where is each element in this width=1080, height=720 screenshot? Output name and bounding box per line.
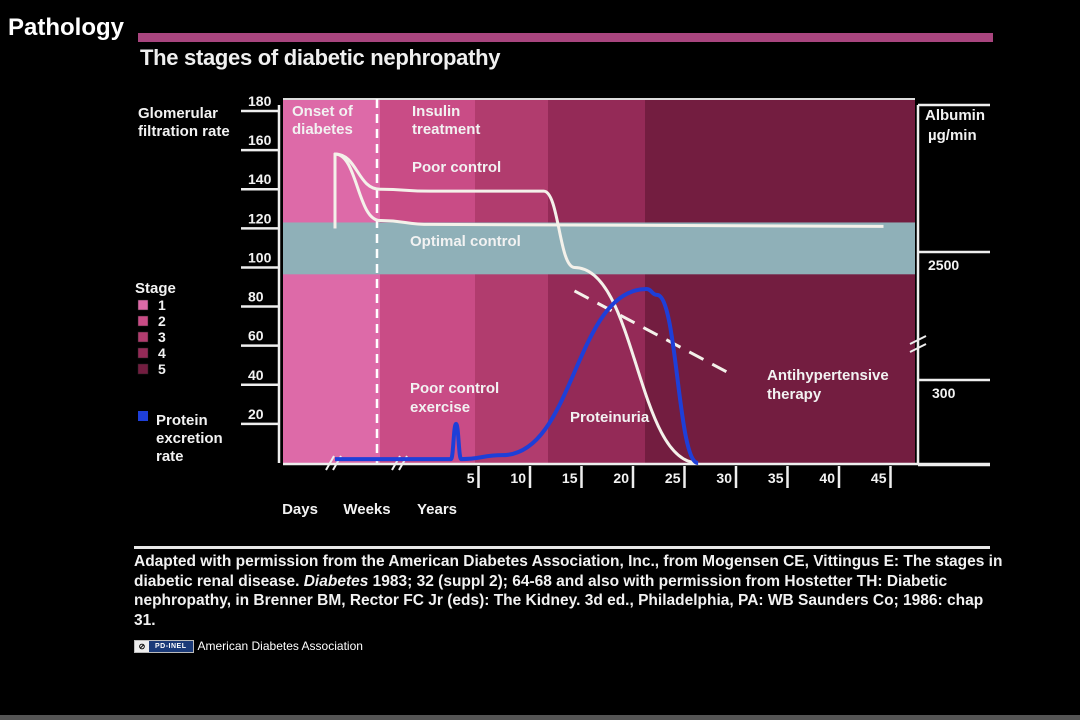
public-domain-icon: ⊘ [135, 640, 149, 652]
protein-legend-label: rate [156, 448, 184, 465]
protein-excretion-curve [335, 286, 700, 465]
x-tick-label: 45 [871, 470, 887, 486]
x-unit-label: Days [282, 501, 318, 518]
insulin-label: treatment [412, 121, 480, 138]
antihypertensive-label: therapy [767, 386, 822, 403]
section-title: Pathology [8, 14, 125, 41]
y-axis-label-line-2: filtration rate [138, 123, 230, 140]
stage-legend-label: 3 [158, 329, 166, 345]
x-unit-label: Weeks [343, 501, 390, 518]
stage-legend-label: 5 [158, 361, 166, 377]
y-tick-label: 80 [248, 289, 264, 305]
proteinuria-label: Proteinuria [570, 409, 650, 426]
antihypertensive-label: Antihypertensive [767, 367, 889, 384]
x-tick-label: 5 [467, 470, 475, 486]
right-axis-break [909, 335, 927, 345]
y-tick-label: 160 [248, 132, 272, 148]
protein-swatch [138, 411, 148, 421]
poor-exercise-label: exercise [410, 399, 470, 416]
stage-swatch-3 [137, 331, 149, 343]
y-tick-label: 120 [248, 210, 272, 226]
y-tick-label: 60 [248, 328, 264, 344]
right-axis-label-line-2: µg/min [928, 127, 977, 144]
poor-control-label: Poor control [412, 159, 501, 176]
caption-post: 1983; 32 (suppl 2); 64-68 and also with … [134, 572, 984, 629]
x-tick-label: 20 [613, 470, 629, 486]
public-domain-badge[interactable]: ⊘ PD-INEL [134, 639, 194, 653]
stage-band-1 [283, 99, 380, 463]
stage-legend-label: 1 [158, 297, 166, 313]
stage-legend-label: 2 [158, 313, 166, 329]
x-tick-label: 40 [819, 470, 835, 486]
x-tick-label: 15 [562, 470, 578, 486]
y-axis-label-line-1: Glomerular [138, 105, 218, 122]
stage-swatch-1 [137, 299, 149, 311]
slide-title: The stages of diabetic nephropathy [140, 45, 501, 70]
x-tick-label: 35 [768, 470, 784, 486]
x-tick-label: 25 [665, 470, 681, 486]
y-tick-label: 140 [248, 171, 272, 187]
optimal-control-label: Optimal control [410, 233, 521, 250]
y-tick-label: 100 [248, 249, 272, 265]
title-bar [138, 33, 993, 42]
stage-legend-title: Stage [135, 280, 176, 297]
caption-journal: Diabetes [303, 572, 369, 590]
optimal-control-band [283, 222, 915, 275]
x-tick-label: 10 [510, 470, 526, 486]
stage-swatch-5 [137, 363, 149, 375]
bottom-strip [0, 715, 1080, 720]
x-unit-label: Years [417, 501, 457, 518]
onset-label: diabetes [292, 121, 353, 138]
poor-exercise-label: Poor control [410, 380, 499, 397]
stage-swatch-2 [137, 315, 149, 327]
right-tick-label: 2500 [928, 257, 959, 273]
protein-legend-label: Protein [156, 412, 208, 429]
license-row: ⊘ PD-INEL American Diabetes Association [134, 639, 363, 653]
stage-legend-label: 4 [158, 345, 166, 361]
insulin-label: Insulin [412, 103, 460, 120]
stage-band-4 [548, 99, 645, 463]
caption-pre: Adapted with permission from the America… [134, 553, 1003, 590]
antihypertensive-curve [573, 289, 730, 375]
license-badge-label: PD-INEL [155, 642, 187, 650]
stage-swatch-4 [137, 347, 149, 359]
stage-band-3 [475, 99, 548, 463]
source-caption: Adapted with permission from the America… [134, 552, 1004, 630]
caption-rule [134, 546, 990, 549]
y-tick-label: 40 [248, 367, 264, 383]
x-tick-label: 30 [716, 470, 732, 486]
optimal-control-curve [333, 152, 884, 229]
right-axis-break [909, 343, 927, 353]
license-credit: American Diabetes Association [197, 639, 363, 653]
y-tick-label: 180 [248, 93, 272, 109]
onset-label: Onset of [292, 103, 354, 120]
stage-band-2 [380, 99, 475, 463]
right-tick-label: 300 [932, 385, 956, 401]
stage-band-5 [645, 99, 915, 463]
right-axis-label-line-1: Albumin [925, 107, 985, 124]
x-axis-break [325, 455, 335, 471]
protein-legend-label: excretion [156, 430, 223, 447]
y-tick-label: 20 [248, 406, 264, 422]
